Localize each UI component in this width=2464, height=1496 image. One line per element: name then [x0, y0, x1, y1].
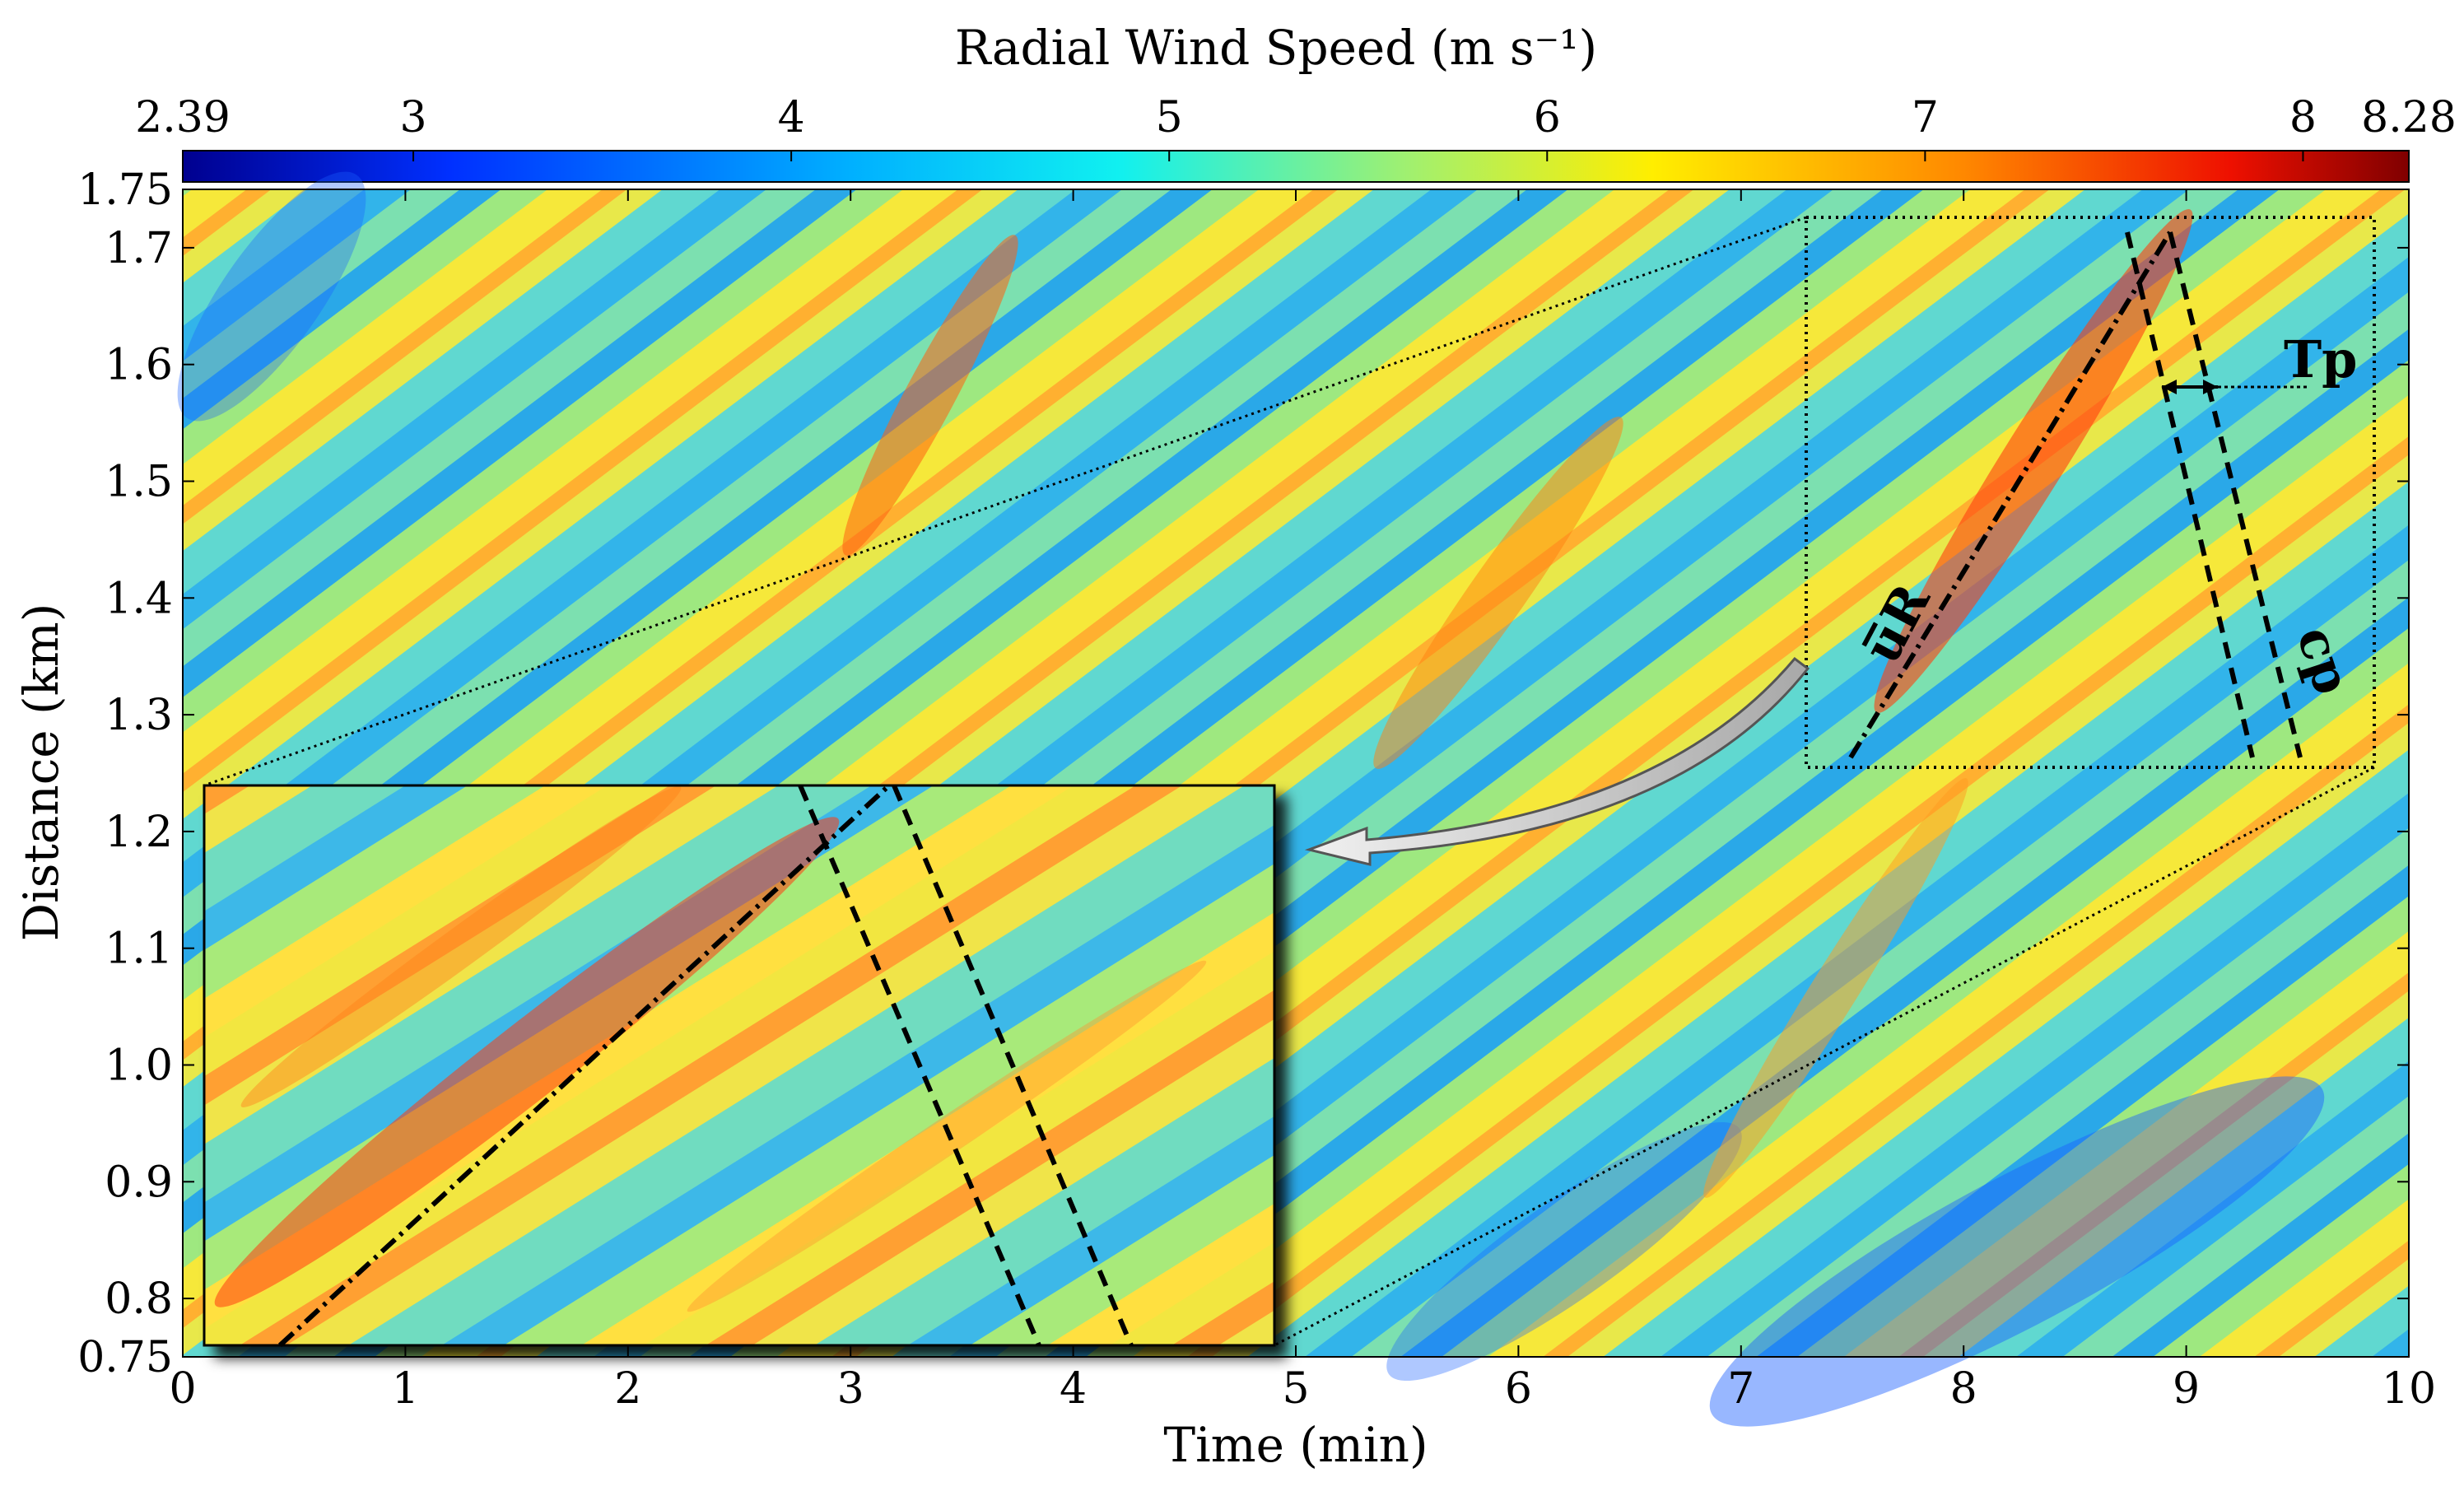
high-speed-streak	[1703, 778, 1968, 1198]
inset-high-speed-band	[214, 817, 840, 1307]
inset-high-speed-band	[687, 960, 1207, 1312]
colorbar-tick-label: 2.39	[135, 93, 231, 142]
period-label: Tp	[2284, 329, 2358, 389]
x-axis-label: Time (min)	[1163, 1417, 1428, 1473]
colorbar-tick-label: 8.28	[2361, 93, 2457, 142]
zoom-inset	[203, 784, 1276, 1347]
y-tick-label: 1.7	[105, 224, 173, 273]
colorbar-tick-label: 6	[1534, 93, 1561, 142]
y-tick-label: 1.75	[77, 165, 173, 215]
high-speed-streak	[1373, 417, 1623, 769]
x-tick-label: 6	[1505, 1364, 1532, 1414]
low-speed-region	[1709, 1076, 2325, 1427]
y-tick-label: 1.3	[105, 691, 173, 740]
high-speed-streak	[842, 235, 1018, 556]
x-tick-label: 10	[2382, 1364, 2436, 1414]
colorbar-ticks: 2.39 3 4 5 6 7 8 8.28	[135, 93, 2457, 161]
colorbar: Radial Wind Speed (m s⁻¹) 2.39 3 4 5 6 7 8 8.28	[135, 20, 2457, 183]
y-tick-label: 1.1	[105, 925, 173, 974]
y-tick-label: 1.0	[105, 1042, 173, 1091]
phase-line-2	[2168, 231, 2303, 758]
x-tick-label: 0	[169, 1364, 196, 1414]
x-tick-label: 7	[1727, 1364, 1754, 1414]
colorbar-tick-label: 5	[1156, 93, 1183, 142]
y-tick-label: 1.5	[105, 458, 173, 507]
zoom-arrow	[1304, 656, 1810, 866]
colorbar-gradient	[182, 150, 2410, 183]
low-speed-region	[1386, 1121, 1742, 1382]
zoom-region-box	[203, 216, 2376, 1347]
y-tick-label: 1.6	[105, 341, 173, 390]
x-tick-label: 9	[2173, 1364, 2200, 1414]
x-tick-label: 2	[614, 1364, 641, 1414]
x-tick-label: 4	[1060, 1364, 1087, 1414]
y-tick-label: 0.8	[105, 1275, 173, 1324]
x-tick-label: 3	[837, 1364, 864, 1414]
y-axis-ticks: 0.75 0.8 0.9 1.0 1.1 1.2 1.3 1.4 1.5 1.6 1.7 1.75	[77, 165, 2409, 1382]
y-axis-label: Distance (km)	[13, 604, 69, 942]
y-tick-label: 1.2	[105, 808, 173, 857]
x-tick-label: 1	[392, 1364, 419, 1414]
x-axis-ticks: 0 1 2 3 4 5 6 7 8 9 10	[169, 189, 2436, 1414]
x-tick-label: 8	[1950, 1364, 1977, 1414]
colorbar-tick-label: 3	[399, 93, 426, 142]
x-tick-label: 5	[1282, 1364, 1309, 1414]
colorbar-title: Radial Wind Speed (m s⁻¹)	[955, 20, 1597, 76]
low-speed-region	[177, 171, 366, 422]
y-tick-label: 0.75	[77, 1333, 173, 1382]
y-tick-label: 0.9	[105, 1158, 173, 1207]
colorbar-tick-label: 8	[2289, 93, 2317, 142]
inset-high-speed-band	[240, 786, 682, 1107]
y-tick-label: 1.4	[105, 574, 173, 623]
colorbar-tick-label: 7	[1912, 93, 1939, 142]
inset-ridge-lines	[277, 783, 1134, 1348]
phase-line-1	[2125, 231, 2255, 758]
colorbar-tick-label: 4	[778, 93, 805, 142]
ridge-lines	[1848, 231, 2310, 759]
